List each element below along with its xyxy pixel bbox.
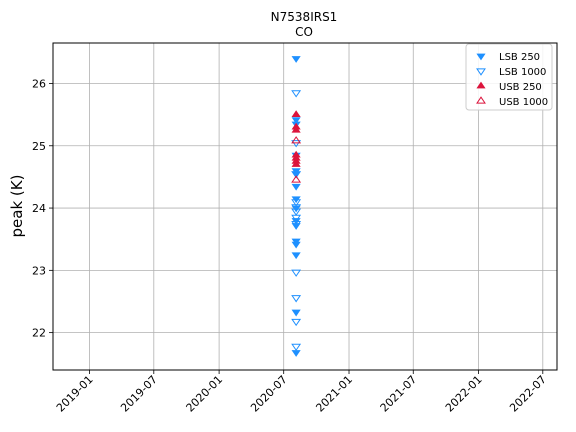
legend-label: LSB 250 [499,52,540,63]
marker-usb-1000 [291,175,302,183]
y-tick-label: 23 [32,264,46,277]
marker-lsb-250 [291,309,301,317]
marker-lsb-1000 [291,204,302,212]
marker-lsb-1000 [291,199,302,207]
legend-label: LSB 1000 [499,67,546,78]
y-tick-label: 26 [32,77,46,90]
marker-lsb-1000 [291,269,302,277]
y-axis-label: peak (K) [8,175,26,238]
marker-usb-250 [291,125,301,133]
legend-label: USB 1000 [499,97,548,108]
legend-marker [476,68,486,76]
legend-marker [476,53,486,61]
marker-lsb-1000 [291,140,302,148]
marker-lsb-1000 [291,90,302,98]
chart-subtitle: CO [295,25,313,39]
marker-lsb-1000 [291,295,302,303]
marker-usb-250 [291,160,301,167]
legend-label: USB 250 [499,82,542,93]
marker-lsb-1000 [291,171,302,179]
marker-usb-250 [291,110,301,118]
marker-lsb-250 [291,183,301,191]
marker-lsb-250 [291,117,301,124]
legend-marker [476,96,486,104]
marker-lsb-1000 [291,318,302,327]
plot-area [52,42,558,371]
y-tick-label: 24 [32,202,46,215]
marker-lsb-250 [291,252,301,260]
y-tick-label: 22 [32,327,46,340]
marker-lsb-1000 [291,343,302,352]
data-markers [291,56,302,357]
marker-lsb-1000 [291,214,302,223]
marker-lsb-250 [291,56,301,63]
marker-lsb-1000 [291,208,302,216]
legend-box [465,43,553,111]
y-tick-label: 25 [32,140,46,153]
marker-lsb-1000 [291,221,302,229]
marker-lsb-250 [291,241,301,249]
legend: LSB 250 LSB 1000 USB 250 USB 1000 [465,43,553,111]
chart-title: N7538IRS1 [271,10,338,24]
legend-marker [476,81,486,89]
marker-usb-1000 [291,136,302,144]
